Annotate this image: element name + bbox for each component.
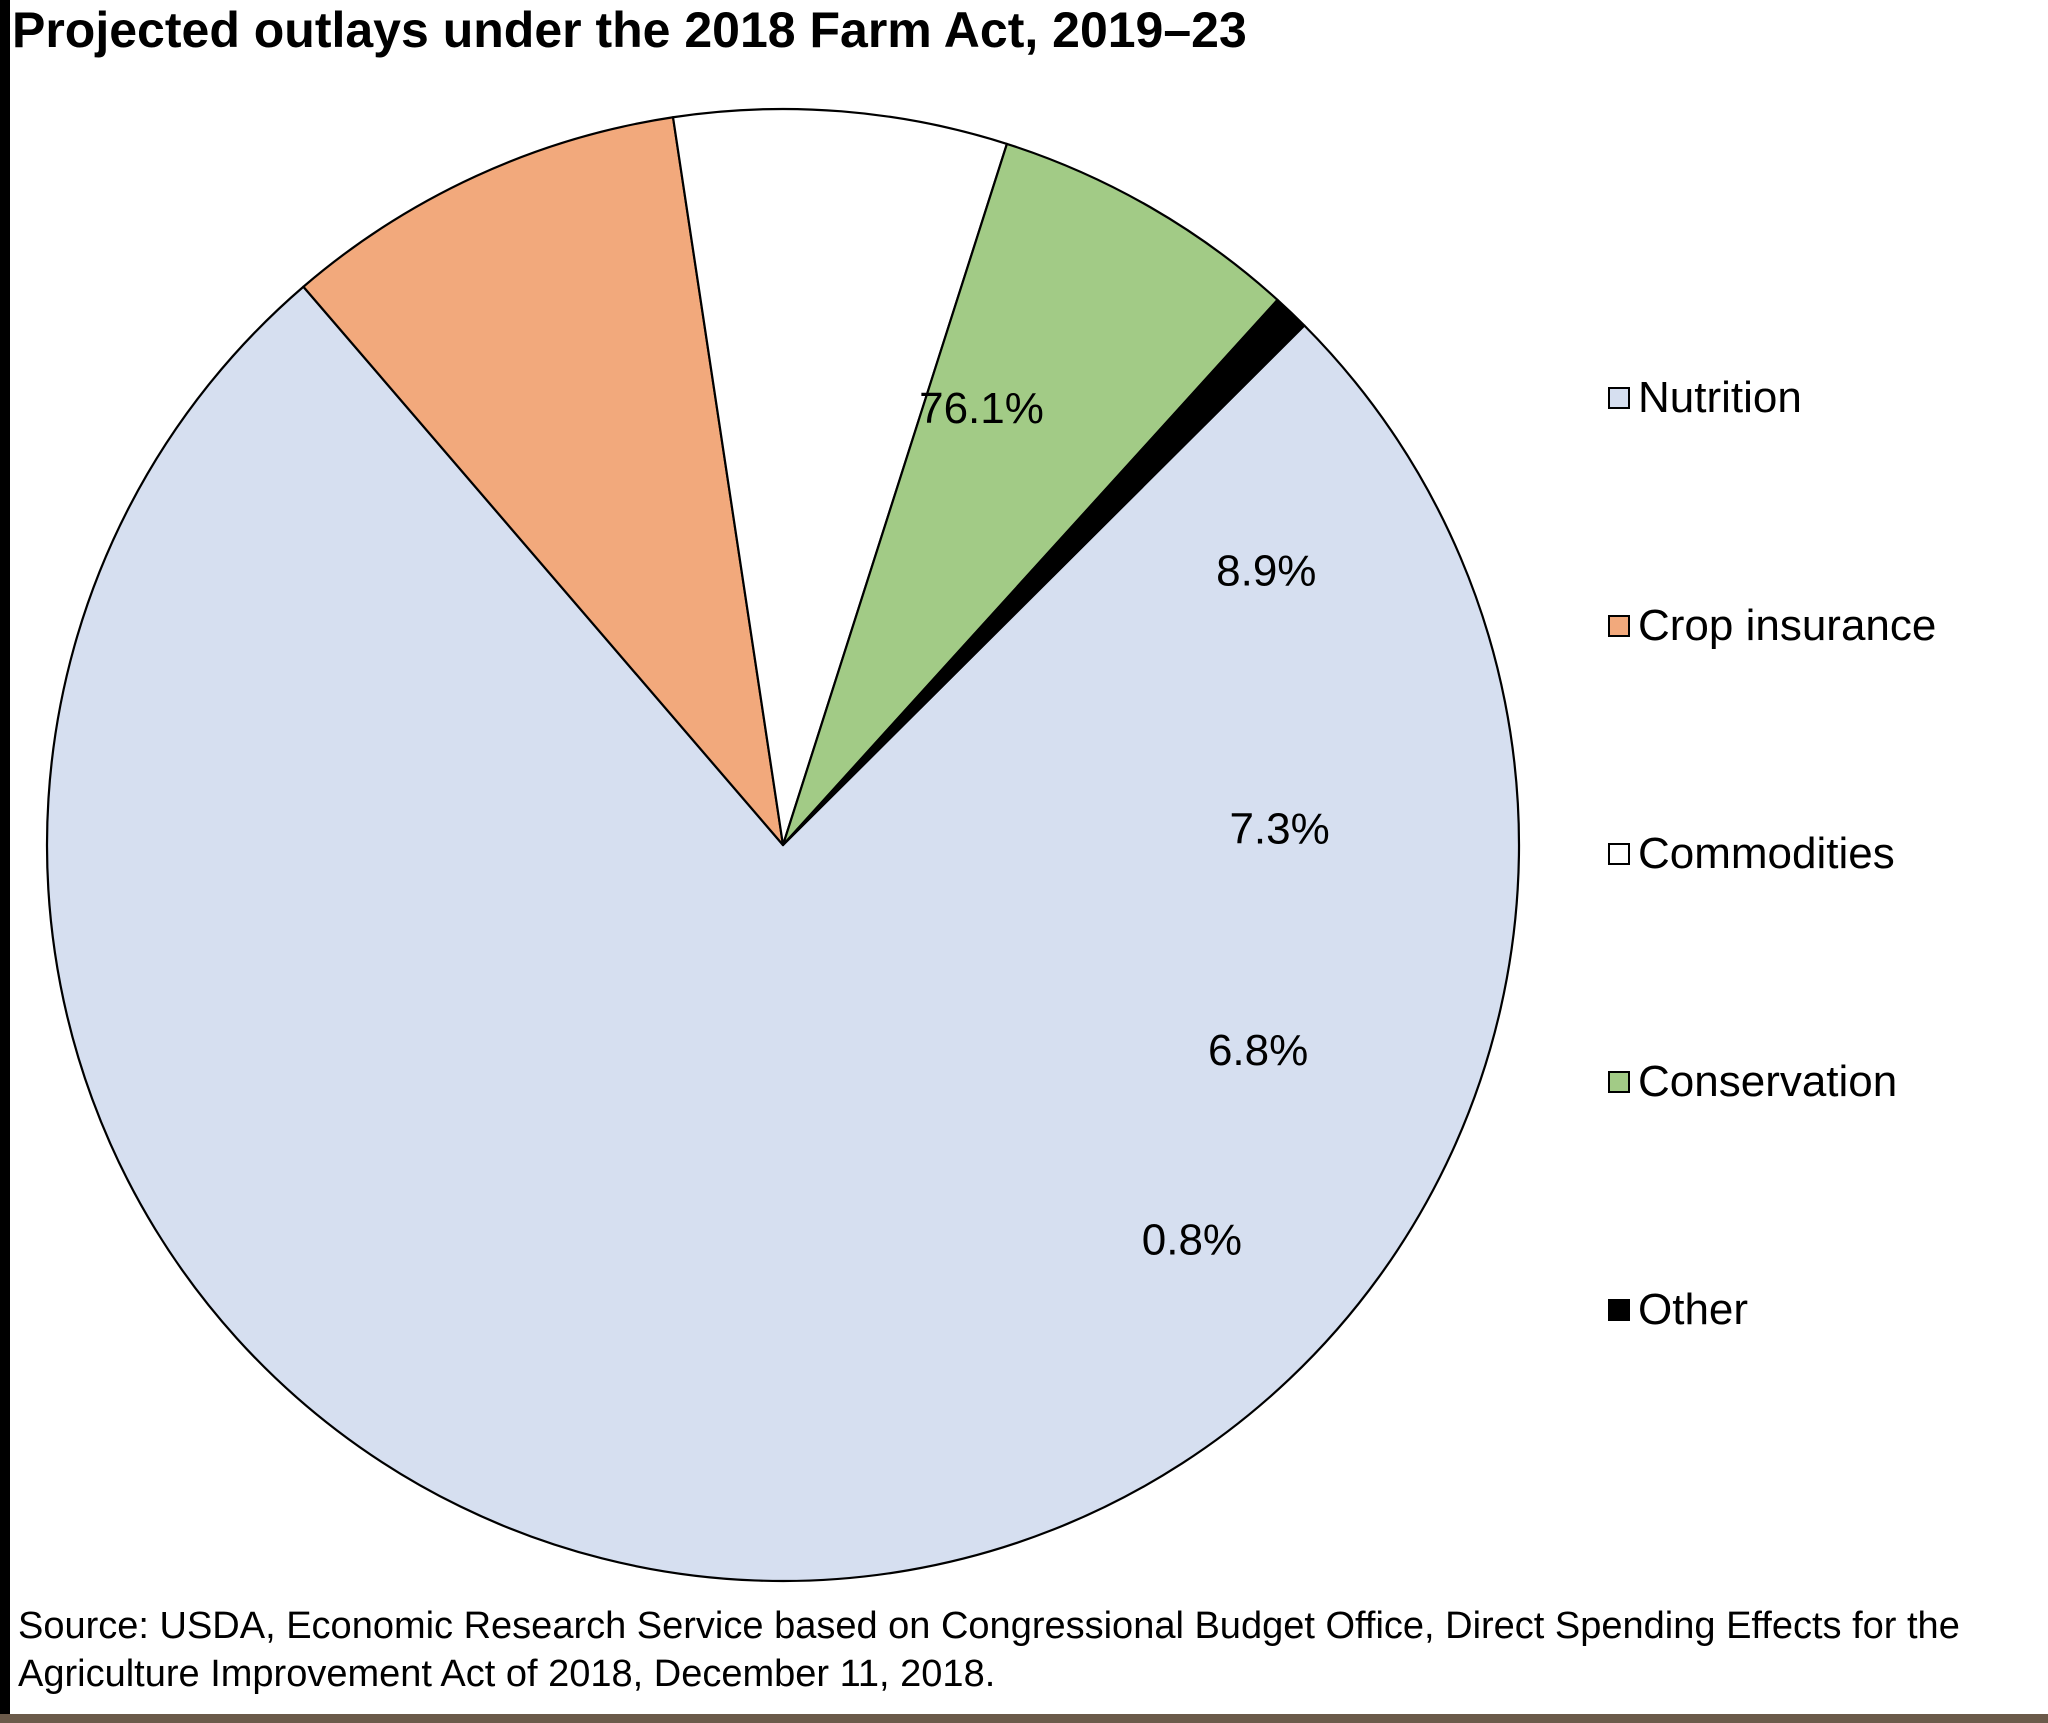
legend-label-conservation: Conservation bbox=[1638, 1057, 1898, 1106]
source-note: Source: USDA, Economic Research Service … bbox=[18, 1605, 1960, 1695]
legend-item-commodities: Commodities bbox=[1608, 824, 1895, 884]
pie-slice-commodities bbox=[671, 107, 1009, 847]
pie-slice-nutrition bbox=[45, 285, 1521, 1583]
legend-label-commodities: Commodities bbox=[1638, 829, 1895, 878]
legend-label-other: Other bbox=[1638, 1285, 1749, 1334]
legend-item-conservation: Conservation bbox=[1608, 1052, 1897, 1112]
legend-swatch-crop-insurance bbox=[1608, 615, 1630, 637]
legend-label-crop-insurance: Crop insurance bbox=[1638, 601, 1937, 650]
bottom-edge-bar bbox=[0, 1714, 2048, 1723]
chart-title: Projected outlays under the 2018 Farm Ac… bbox=[12, 2, 1247, 58]
legend-label-nutrition: Nutrition bbox=[1638, 373, 1802, 422]
legend-item-nutrition: Nutrition bbox=[1608, 368, 1802, 428]
left-edge-bar bbox=[0, 0, 10, 1723]
slice-label-conservation: 6.8% bbox=[1208, 1026, 1308, 1075]
slice-label-crop-insurance: 8.9% bbox=[1216, 546, 1316, 595]
legend-swatch-conservation bbox=[1608, 1071, 1630, 1093]
pie-slice-other bbox=[781, 298, 1306, 847]
legend-item-crop-insurance: Crop insurance bbox=[1608, 596, 1936, 656]
legend-swatch-commodities bbox=[1608, 843, 1630, 865]
legend-item-other: Other bbox=[1608, 1280, 1748, 1340]
slice-label-commodities: 7.3% bbox=[1229, 805, 1329, 854]
pie-slice-conservation bbox=[781, 142, 1279, 847]
legend-swatch-nutrition bbox=[1608, 387, 1630, 409]
legend-swatch-other bbox=[1608, 1299, 1630, 1321]
slice-label-other: 0.8% bbox=[1142, 1215, 1242, 1264]
pie-slice-crop-insurance bbox=[302, 116, 785, 847]
slice-label-nutrition: 76.1% bbox=[919, 384, 1044, 433]
